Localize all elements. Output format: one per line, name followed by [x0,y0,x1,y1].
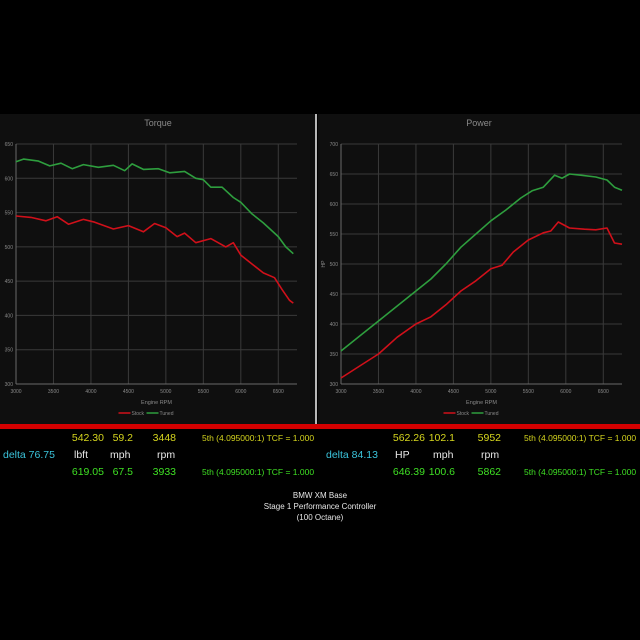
x-tick-label: 6500 [598,389,609,395]
power-chart-title: Power [466,118,492,128]
power-stock-gear: 5th (4.095000:1) TCF = 1.000 [524,433,637,443]
series-tuned-line [15,158,294,255]
y-tick-label: 300 [330,382,339,388]
y-tick-label: 650 [5,142,14,148]
legend: Stock Tuned [118,411,174,417]
y-tick-label: 600 [330,202,339,208]
torque-tuned-value: 619.05 [71,466,104,478]
x-axis-label: Engine RPM [141,400,172,406]
legend-tuned-label: Tuned [485,411,499,417]
power-tuned-mph: 100.6 [428,466,455,478]
x-axis-label: Engine RPM [466,400,497,406]
torque-mph-unit: mph [110,449,131,461]
caption-line-1: BMW XM Base [292,491,348,500]
caption-line-3: (100 Octane) [296,513,344,522]
x-tick-label: 5000 [485,389,496,395]
power-plot: 300 350 400 450 500 550 600 650 700 3000 3500 4000 4… [321,142,623,417]
power-chart: Power 300 350 400 450 500 550 600 650 700 3000 350… [318,114,640,424]
torque-stock-gear: 5th (4.095000:1) TCF = 1.000 [202,433,315,443]
power-stock-mph: 102.1 [428,432,455,444]
x-tick-label: 4000 [85,389,96,395]
x-tick-label: 5000 [160,389,171,395]
x-tick-label: 3500 [48,389,59,395]
y-tick-label: 350 [330,352,339,358]
y-tick-label: 500 [5,245,14,251]
chart-divider [315,114,317,424]
power-tuned-rpm: 5862 [477,466,501,478]
y-tick-label: 650 [330,172,339,178]
y-tick-label: 450 [330,292,339,298]
torque-chart: Torque 300 350 400 450 500 550 600 650 3000 3500 4… [0,114,316,424]
power-mph-unit: mph [433,449,454,461]
y-tick-label: 350 [5,348,14,354]
x-tick-label: 4500 [448,389,459,395]
torque-stock-mph: 59.2 [112,432,133,444]
series-stock-line [15,215,294,304]
y-tick-label: 400 [330,322,339,328]
power-stock-value: 562.26 [392,432,425,444]
y-tick-label: 700 [330,142,339,148]
x-tick-label: 4000 [410,389,421,395]
y-tick-label: 450 [5,279,14,285]
torque-plot: 300 350 400 450 500 550 600 650 3000 3500 4000 4500… [5,142,297,417]
torque-tuned-rpm: 3933 [152,466,176,478]
power-delta: delta 84.13 [326,449,378,461]
legend: Stock Tuned [443,411,499,417]
torque-chart-title: Torque [144,118,172,128]
y-tick-label: 550 [330,232,339,238]
x-tick-label: 3500 [373,389,384,395]
legend-stock-label: Stock [457,411,470,417]
vehicle-caption: BMW XM Base Stage 1 Performance Controll… [0,490,640,523]
torque-tuned-gear: 5th (4.095000:1) TCF = 1.000 [202,467,315,477]
torque-rpm-unit: rpm [157,449,176,461]
x-tick-label: 6500 [273,389,284,395]
power-rpm-unit: rpm [481,449,500,461]
y-tick-label: 400 [5,313,14,319]
torque-unit: lbft [74,449,89,461]
x-tick-label: 5500 [523,389,534,395]
torque-tuned-mph: 67.5 [112,466,133,478]
torque-stock-value: 542.30 [71,432,104,444]
power-tuned-gear: 5th (4.095000:1) TCF = 1.000 [524,467,637,477]
x-tick-label: 3000 [10,389,21,395]
x-tick-label: 4500 [123,389,134,395]
y-tick-label: 300 [5,382,14,388]
caption-line-2: Stage 1 Performance Controller [263,502,377,511]
x-tick-label: 6000 [560,389,571,395]
x-tick-label: 6000 [235,389,246,395]
x-tick-label: 5500 [198,389,209,395]
power-unit: HP [395,449,410,461]
legend-tuned-label: Tuned [160,411,174,417]
series-stock-line [340,221,623,379]
y-tick-label: 550 [5,211,14,217]
torque-delta: delta 76.75 [3,449,55,461]
legend-stock-label: Stock [132,411,145,417]
x-tick-label: 3000 [335,389,346,395]
y-tick-label: 500 [330,262,339,268]
accent-bar [0,424,640,429]
power-stock-rpm: 5952 [477,432,501,444]
y-tick-label: 600 [5,176,14,182]
y-axis-label: HP [321,260,327,268]
series-tuned-line [340,173,623,352]
torque-stock-rpm: 3448 [152,432,176,444]
power-tuned-value: 646.39 [392,466,425,478]
